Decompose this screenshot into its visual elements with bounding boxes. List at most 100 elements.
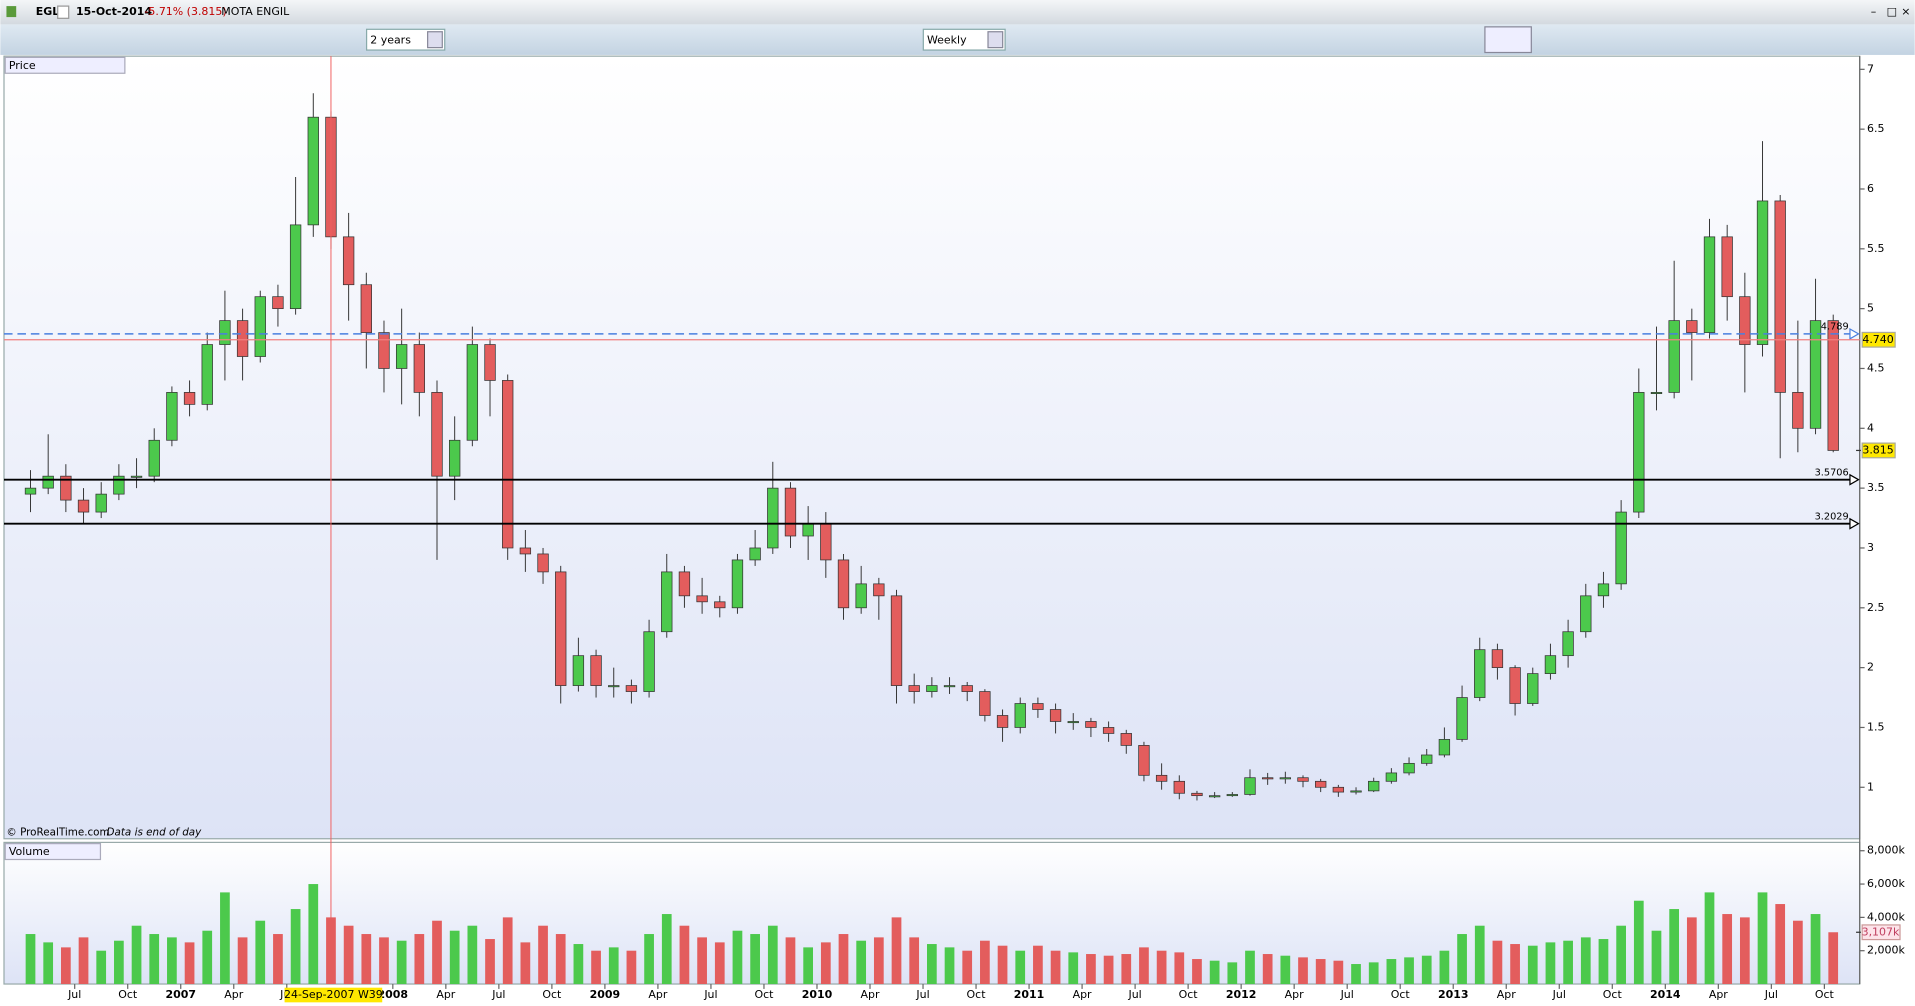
candle-body [1120,733,1132,746]
volume-bar [343,925,354,985]
horizontal-line-label: 3.2029 [1815,511,1849,522]
candle-body [1049,709,1062,722]
volume-bar [1439,950,1450,985]
chart-style-button[interactable] [1484,26,1532,54]
volume-bar [1810,914,1821,985]
period-dropdown[interactable] [365,28,446,51]
volume-bar [237,937,248,985]
candle-body [1138,745,1150,776]
volume-bar [1704,892,1715,985]
candle-body [1368,780,1380,792]
candle-body [1208,795,1221,798]
volume-bar [308,884,319,985]
minimize[interactable]: – [1871,5,1876,18]
y-tick-label: 7 [1867,62,1874,75]
x-tick-label: Oct [754,988,774,1001]
candle-body [219,320,231,345]
candle-body [820,523,832,561]
volume-bar [750,934,760,985]
volume-bar [891,917,902,985]
volume-bar [714,942,725,985]
candle-body [484,344,496,381]
volume-bar [432,920,442,985]
volume-bar [467,925,478,985]
panel-header [4,56,126,74]
volume-bar [626,950,637,985]
y-tick-label: 4.5 [1867,361,1884,374]
volume-bar [555,934,566,985]
volume-bar [167,937,177,985]
candle-body [1686,320,1698,333]
candle-body [1544,655,1557,674]
volume-bar [1616,925,1626,985]
candle-body [413,344,425,393]
candle-body [1226,794,1238,797]
candle-body [1792,392,1804,429]
x-tick-label: Oct [118,988,138,1001]
volume-bar [220,892,230,985]
candle-body [360,284,372,333]
y-tick-label: 6,000k [1867,877,1905,890]
candle-body [1332,786,1345,793]
line-arrow [1849,327,1860,340]
volume-bar [1192,959,1202,985]
x-tick-label: Jul [915,988,929,1001]
line-arrow [1849,473,1860,486]
price-marker [1861,442,1896,459]
candle-body [678,571,691,597]
candle-body [979,691,991,716]
volume-bar [1015,950,1026,985]
candle-body [555,571,567,686]
candle-body [342,236,355,286]
volume-bar [396,940,407,985]
volume-bar [290,909,301,985]
cursor-label-box [284,987,383,1003]
candle-body [1809,320,1822,429]
candle-body [908,685,920,692]
line-arrow [1849,517,1860,530]
volume-bar [1598,939,1609,985]
volume-bar [856,940,867,985]
dropdown-button[interactable] [427,31,443,49]
info-button[interactable] [57,5,70,19]
volume-bar [414,934,425,985]
volume-bar [78,937,89,985]
candle-body [1456,697,1468,740]
x-tick-label: Oct [1391,988,1411,1001]
volume-bar [1315,959,1326,985]
volume-bar [1386,959,1397,985]
volume-bar [785,937,796,985]
volume-bar [573,944,584,985]
candle-body [449,439,461,477]
candle-body [590,655,602,686]
interval-dropdown[interactable] [922,28,1006,51]
candle-body [1668,320,1680,393]
y-tick-label: 5 [1867,302,1874,315]
volume-bar [520,942,531,985]
volume-bar [1651,930,1662,985]
candle-body [1173,780,1185,794]
x-tick-label: 2012 [1226,988,1257,1001]
candle-body [289,224,302,310]
candle-body [537,553,549,573]
close[interactable]: × [1901,5,1910,18]
horizontal-line-label: 4.789 [1821,322,1849,333]
volume-bar [767,925,778,985]
x-tick-label: 2010 [802,988,833,1001]
candle-body [714,601,726,609]
restore[interactable]: □ [1887,5,1897,18]
volume-bar [1121,954,1132,985]
candle-body [272,296,284,310]
copyright: © ProRealTime.com [6,827,109,839]
candle-body [1014,703,1026,728]
volume-bar [1033,945,1043,985]
candle-body [1739,296,1751,345]
volume-bar [273,934,283,985]
volume-bar [131,925,142,985]
dropdown-button[interactable] [987,31,1004,49]
volume-bar [803,947,814,985]
volume-bar [980,940,990,985]
candle-body [1580,595,1592,633]
candle-body [749,547,761,561]
